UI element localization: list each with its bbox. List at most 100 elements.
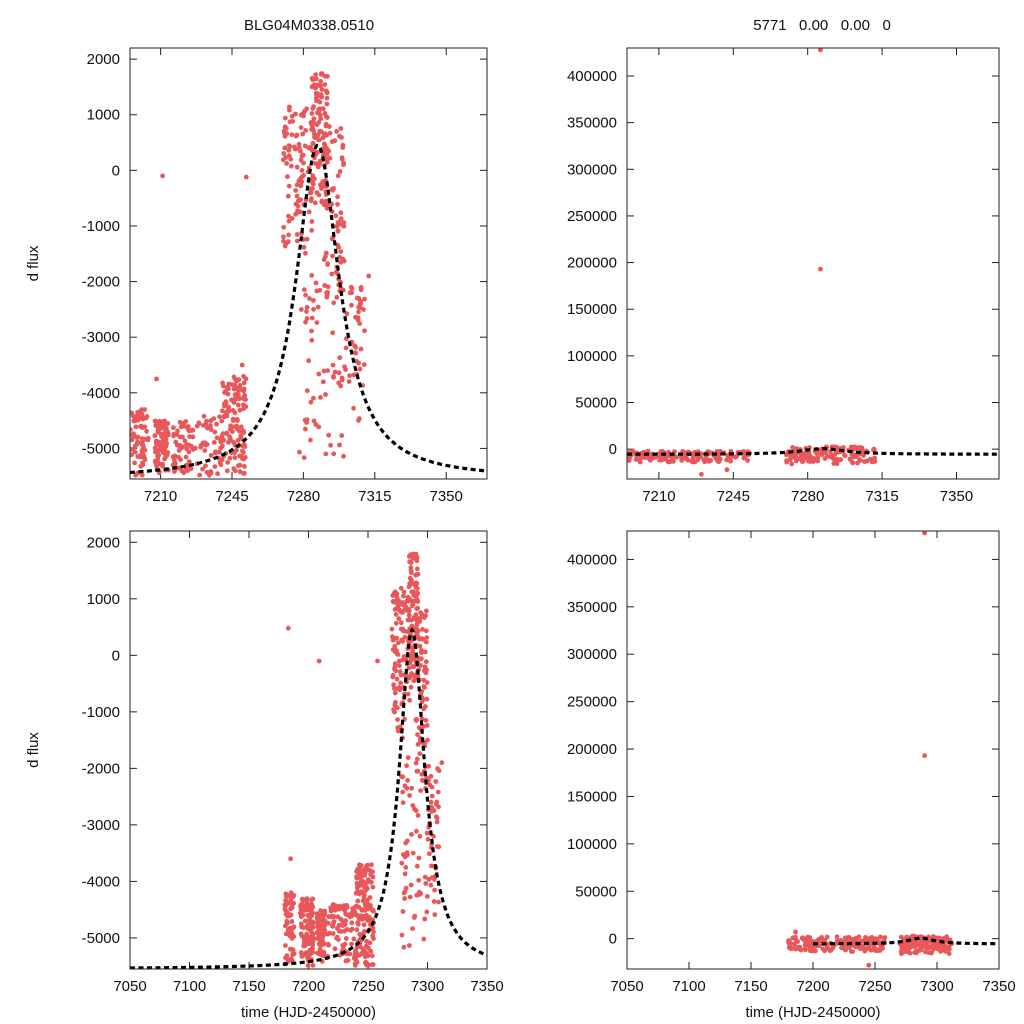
x-tick-label: 7100 [173,978,206,995]
x-tick-label: 7300 [411,978,444,995]
data-point [422,685,427,690]
x-tick-label: 7250 [858,978,891,995]
data-point [410,926,415,931]
data-point [193,445,198,451]
data-point [882,935,888,940]
data-point [306,941,311,947]
data-point [317,128,323,134]
data-point [298,197,303,203]
data-point [408,684,414,690]
data-point [342,928,347,934]
data-point [356,952,362,958]
data-point [371,936,376,941]
data-point [176,465,182,471]
data-point [318,931,323,936]
data-point [393,620,399,626]
data-point [337,355,343,361]
data-point [423,628,429,634]
data-point [172,469,177,474]
data-point [369,953,375,959]
data-point [226,408,232,413]
data-point [353,890,359,896]
data-point [132,433,138,439]
data-point [422,615,427,620]
data-point [243,404,249,409]
y-tick-label: 200000 [567,741,617,758]
x-tick-label: 7050 [113,978,146,995]
x-tick-label: 7210 [144,488,177,505]
data-point [360,907,366,913]
data-point [439,760,445,766]
data-point [204,442,210,447]
data-point [417,643,423,649]
data-point [176,443,182,449]
data-point [818,266,823,272]
data-point [299,153,305,159]
data-point [323,147,329,153]
data-point [633,457,639,462]
data-point [404,785,410,791]
data-point [309,337,315,343]
data-point [294,182,300,188]
data-point [811,945,816,951]
data-point [159,440,165,446]
data-point [403,865,409,870]
data-point [409,603,415,609]
data-point [309,219,315,224]
data-point [363,915,369,921]
data-point [946,951,952,956]
data-point [220,443,225,449]
data-point [281,151,287,156]
data-point [420,627,425,632]
data-point [728,458,733,464]
data-point [404,850,410,855]
data-point [413,808,419,814]
data-point [806,458,811,464]
data-point [426,763,431,769]
data-point [241,386,247,392]
data-point [323,451,329,457]
data-point [408,882,414,888]
data-point [807,453,813,459]
data-point [162,430,167,436]
data-point [130,427,133,432]
data-point [335,228,341,234]
data-point [935,946,941,952]
data-point [283,931,289,937]
data-point [414,768,420,774]
data-point [424,909,430,915]
data-point [415,732,420,737]
y-tick-label: 2000 [87,51,120,68]
data-point [214,421,219,427]
data-point [201,413,207,419]
data-point [871,447,877,453]
model-curve [130,143,487,475]
data-point [302,287,307,293]
data-point [280,157,286,163]
data-point [319,186,324,191]
data-point [399,774,404,779]
data-point [160,461,166,467]
data-point [326,942,331,948]
data-point [432,887,437,893]
data-point [806,940,811,946]
data-point [287,144,293,149]
data-point [342,920,347,926]
data-point [208,418,214,424]
data-point [324,95,330,101]
model-curve [130,627,487,969]
data-point [140,460,145,466]
data-point [313,161,318,166]
y-tick-label: -5000 [82,930,120,947]
data-point [428,799,434,805]
data-point [163,455,168,460]
x-tick-label: 7245 [215,488,248,505]
plot-frame [129,47,488,480]
data-point [163,436,169,442]
data-point [329,914,335,920]
data-point [312,200,318,206]
data-point [320,379,326,385]
data-point [401,589,407,595]
data-point [289,163,294,169]
data-point [232,382,238,388]
